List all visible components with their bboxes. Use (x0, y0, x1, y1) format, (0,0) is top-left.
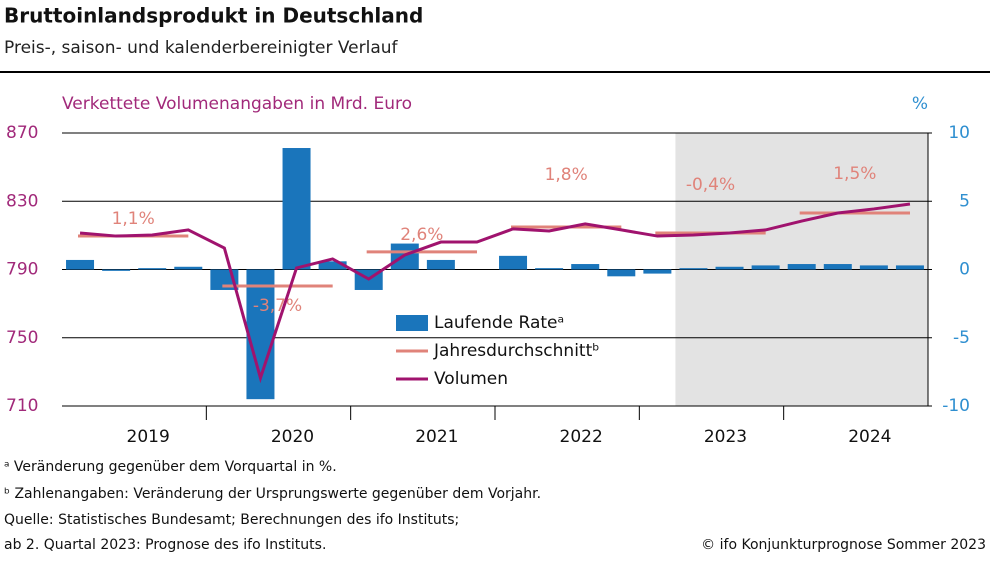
annual-label: 2,6% (400, 225, 443, 245)
y2-tick-label: 5 (959, 191, 970, 211)
legend-label: Jahresdurchschnittᵇ (433, 341, 600, 361)
footnote: ᵇ Zahlenangaben: Veränderung der Ursprun… (4, 486, 541, 502)
y-tick-label: 830 (6, 191, 38, 211)
volume-line (79, 202, 911, 384)
bar (607, 269, 636, 277)
chart-title: Bruttoinlandsprodukt in Deutschland (4, 4, 423, 28)
bar (895, 265, 924, 270)
y-tick-label: 790 (6, 260, 38, 280)
bar (318, 261, 347, 270)
bar (499, 255, 528, 270)
x-tick-label: 2019 (127, 427, 170, 447)
legend-label: Volumen (434, 369, 508, 389)
credit: © ifo Konjunkturprognose Sommer 2023 (701, 537, 986, 553)
x-tick-label: 2022 (560, 427, 603, 447)
legend-swatch (396, 315, 428, 331)
annual-label: 1,8% (545, 165, 588, 185)
bar (282, 148, 311, 270)
bar (823, 264, 852, 270)
bar (66, 259, 95, 270)
annual-label: -3,7% (253, 296, 302, 316)
y2-tick-label: 0 (959, 260, 970, 280)
y2-axis-title: % (912, 94, 928, 114)
annual-label: 1,1% (112, 209, 155, 229)
bar (643, 269, 672, 274)
bar (571, 264, 600, 270)
footnote: ab 2. Quartal 2023: Prognose des ifo Ins… (4, 537, 326, 553)
annual-label: 1,5% (833, 164, 876, 184)
bar (859, 265, 888, 270)
bar (679, 268, 708, 270)
x-tick-label: 2024 (848, 427, 891, 447)
footnote: ᵃ Veränderung gegenüber dem Vorquartal i… (4, 459, 337, 475)
bar (138, 268, 167, 270)
x-tick-label: 2023 (704, 427, 747, 447)
bar (174, 266, 203, 270)
annual-label: -0,4% (686, 175, 735, 195)
bar (426, 259, 455, 270)
y-tick-label: 750 (6, 328, 38, 348)
x-tick-label: 2021 (415, 427, 458, 447)
bar (787, 264, 816, 270)
y-tick-label: 870 (6, 123, 38, 143)
y2-tick-label: 10 (948, 123, 970, 143)
bar (715, 266, 744, 270)
bar (102, 269, 131, 271)
legend-label: Laufende Rateᵃ (434, 313, 564, 333)
y2-tick-label: -10 (942, 396, 970, 416)
y-axis-title: Verkettete Volumenangaben in Mrd. Euro (62, 94, 412, 114)
bar (535, 268, 564, 270)
y2-tick-label: -5 (953, 328, 970, 348)
bar (751, 265, 780, 270)
chart-subtitle: Preis-, saison- und kalenderbereinigter … (4, 38, 399, 58)
y-tick-label: 710 (6, 396, 38, 416)
x-tick-label: 2020 (271, 427, 314, 447)
footnote: Quelle: Statistisches Bundesamt; Berechn… (4, 512, 459, 528)
